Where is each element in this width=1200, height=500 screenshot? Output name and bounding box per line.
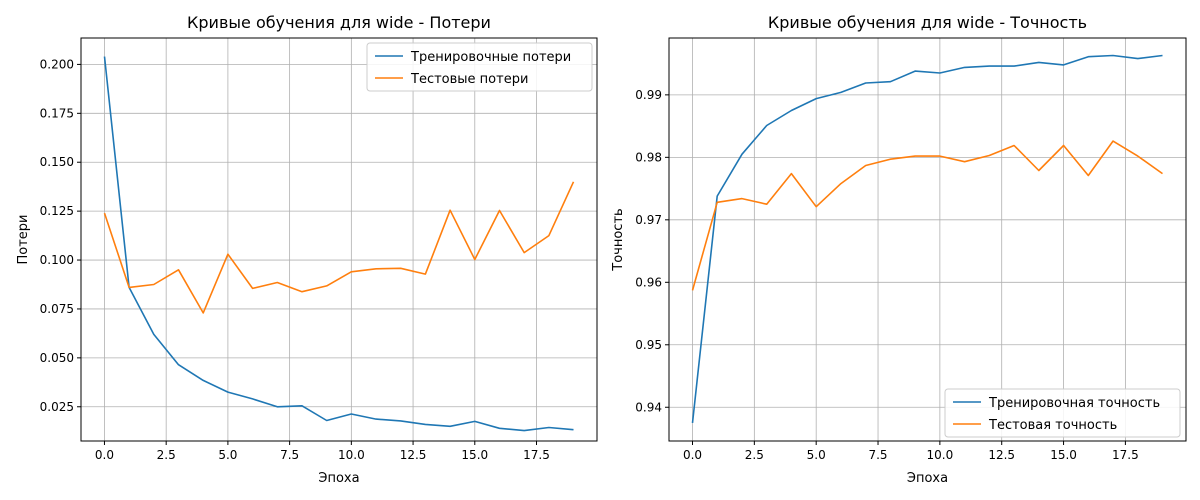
y-tick-label: 0.100 <box>40 253 74 267</box>
y-tick-label: 0.200 <box>40 57 74 71</box>
y-tick-label: 0.94 <box>635 400 662 414</box>
y-tick-label: 0.97 <box>635 213 662 227</box>
x-tick-label: 5.0 <box>807 448 826 462</box>
x-axis-label: Эпоха <box>907 471 948 486</box>
legend-label: Тестовые потери <box>410 72 528 87</box>
y-tick-label: 0.99 <box>635 88 662 102</box>
chart-accuracy: 0.0 2.5 5.0 7.5 10.0 12.5 15.0 17.5 0.94 0.95 0.96… <box>611 13 1187 486</box>
x-tick-label: 15.0 <box>461 448 488 462</box>
x-tick-label: 12.5 <box>988 448 1015 462</box>
chart-title: Кривые обучения для wide - Потери <box>187 13 491 32</box>
legend: Тренировочные потери Тестовые потери <box>366 42 593 92</box>
x-axis-label: Эпоха <box>318 471 359 486</box>
legend-box <box>366 42 593 92</box>
x-tick-label: 0.0 <box>95 448 114 462</box>
series-line-train <box>103 56 574 432</box>
x-tick-label: 12.5 <box>400 448 427 462</box>
plot-frame <box>80 37 598 442</box>
chart-loss: 0.0 2.5 5.0 7.5 10.0 12.5 15.0 17.5 0.025 0.050 0.… <box>16 13 598 486</box>
x-tick-label: 7.5 <box>868 448 887 462</box>
y-tick-label: 0.075 <box>40 302 74 316</box>
series-line-train <box>691 54 1163 423</box>
x-tick-label: 17.5 <box>1112 448 1139 462</box>
series-line-test <box>691 140 1163 291</box>
y-tick-label: 0.050 <box>40 351 74 365</box>
legend-label: Тестовая точность <box>988 418 1117 433</box>
y-axis-label: Потери <box>16 214 31 264</box>
x-tick-label: 0.0 <box>683 448 702 462</box>
series-line-test <box>103 181 575 314</box>
x-tick-label: 10.0 <box>338 448 365 462</box>
legend-label: Тренировочные потери <box>410 50 571 65</box>
x-tick-label: 17.5 <box>523 448 550 462</box>
x-tick-label: 2.5 <box>745 448 764 462</box>
x-tick-label: 15.0 <box>1050 448 1077 462</box>
y-tick-label: 0.125 <box>40 204 74 218</box>
y-tick-label: 0.98 <box>635 150 662 164</box>
y-tick-label: 0.175 <box>40 106 74 120</box>
y-tick-label: 0.025 <box>40 400 74 414</box>
chart-title: Кривые обучения для wide - Точность <box>768 13 1087 32</box>
legend-box <box>944 388 1181 438</box>
y-tick-label: 0.150 <box>40 155 74 169</box>
y-tick-label: 0.96 <box>635 275 662 289</box>
legend: Тренировочная точность Тестовая точность <box>944 388 1181 438</box>
legend-label: Тренировочная точность <box>988 396 1160 411</box>
x-tick-label: 2.5 <box>157 448 176 462</box>
x-tick-label: 7.5 <box>280 448 299 462</box>
y-axis-label: Точность <box>611 208 626 271</box>
x-tick-label: 10.0 <box>927 448 954 462</box>
x-tick-label: 5.0 <box>218 448 237 462</box>
y-tick-label: 0.95 <box>635 338 662 352</box>
plot-frame <box>668 37 1187 442</box>
